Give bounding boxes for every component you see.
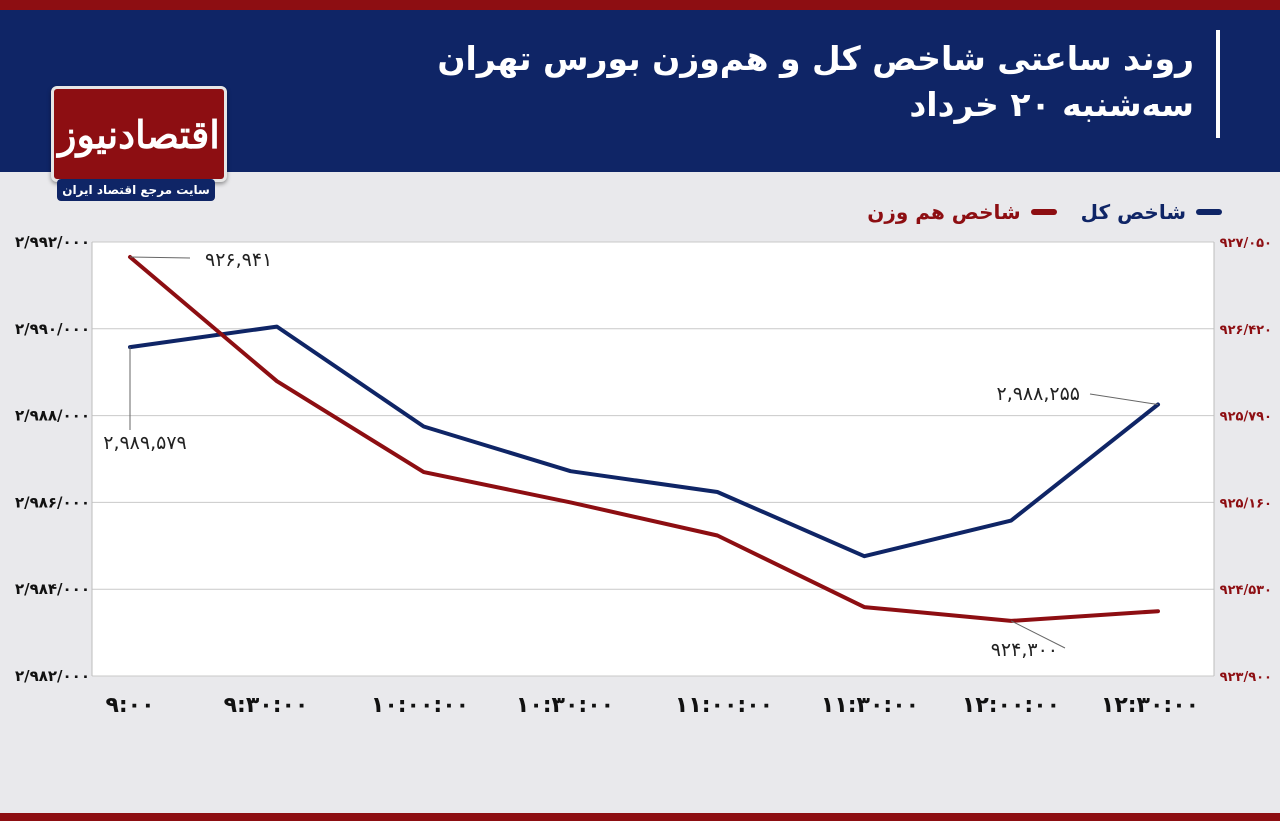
x-tick-label: ۹:۳۰:۰۰: [224, 693, 309, 718]
annotation-leader: [1010, 620, 1066, 649]
plot-area: [92, 242, 1214, 676]
title-block: روند ساعتی شاخص کل و هم‌وزن بورس تهران س…: [437, 36, 1194, 128]
chart-legend: شاخص کل شاخص هم وزن: [867, 200, 1222, 224]
legend-swatch-equal-weight: [1030, 209, 1057, 215]
y-right-tick-label: ۹۲۴/۵۳۰: [1220, 583, 1272, 598]
x-tick-label: ۱۲:۳۰:۰۰: [1101, 693, 1199, 718]
page-subtitle: سه‌شنبه ۲۰ خرداد: [909, 85, 1194, 124]
y-axis-right: ۹۲۳/۹۰۰ ۹۲۴/۵۳۰ ۹۲۵/۱۶۰ ۹۲۵/۷۹۰ ۹۲۶/۴۲۰ ۹۲۷/۰…: [1220, 236, 1272, 685]
annotations: ۹۲۶,۹۴۱ ۲,۹۸۹,۵۷۹ ۲,۹۸۸,۲۵۵ ۹۲۴,۳۰۰: [103, 249, 1159, 661]
series-line-1: [128, 255, 1160, 623]
x-tick-label: ۱۲:۰۰:۰۰: [962, 693, 1060, 718]
y-left-tick-label: ۲/۹۸۲/۰۰۰: [15, 667, 90, 685]
legend-label-equal-weight: شاخص هم وزن: [867, 200, 1021, 224]
brand-tagline: سایت مرجع اقتصاد ایران: [57, 179, 215, 201]
series-lines: [128, 255, 1160, 623]
y-right-tick-label: ۹۲۵/۷۹۰: [1220, 410, 1272, 425]
annotation-label: ۹۲۴,۳۰۰: [991, 639, 1058, 661]
x-tick-label: ۱۰:۳۰:۰۰: [516, 693, 614, 718]
x-tick-label: ۱۱:۰۰:۰۰: [675, 693, 773, 718]
annotation-label: ۹۲۶,۹۴۱: [205, 249, 272, 271]
y-axis-left: ۲/۹۸۲/۰۰۰ ۲/۹۸۴/۰۰۰ ۲/۹۸۶/۰۰۰ ۲/۹۸۸/۰۰۰ ۲/۹۹…: [15, 233, 90, 685]
y-left-tick-label: ۲/۹۸۴/۰۰۰: [15, 580, 90, 598]
x-tick-label: ۱۱:۳۰:۰۰: [821, 693, 919, 718]
legend-item-total: شاخص کل: [1081, 200, 1222, 224]
y-right-tick-label: ۹۲۶/۴۲۰: [1220, 323, 1272, 338]
annotation-label: ۲,۹۸۹,۵۷۹: [103, 432, 187, 454]
x-axis: ۹:۰۰ ۹:۳۰:۰۰ ۱۰:۰۰:۰۰ ۱۰:۳۰:۰۰ ۱۱:۰۰:۰۰ ۱۱:۳۰…: [105, 693, 1199, 718]
legend-item-equal-weight: شاخص هم وزن: [867, 200, 1057, 224]
y-right-tick-label: ۹۲۷/۰۵۰: [1220, 236, 1272, 251]
legend-label-total: شاخص کل: [1080, 200, 1186, 224]
series-line-0: [128, 324, 1160, 559]
bottom-accent-strip: [0, 813, 1280, 821]
y-right-tick-label: ۹۲۳/۹۰۰: [1220, 670, 1272, 685]
x-tick-label: ۱۰:۰۰:۰۰: [371, 693, 469, 718]
annotation-leader: [129, 256, 191, 259]
y-left-tick-label: ۲/۹۸۶/۰۰۰: [15, 493, 90, 511]
y-left-tick-label: ۲/۹۹۲/۰۰۰: [15, 233, 90, 251]
legend-swatch-total: [1196, 209, 1222, 215]
brand-logo: اقتصادنیوز: [51, 86, 227, 182]
page-title: روند ساعتی شاخص کل و هم‌وزن بورس تهران: [437, 39, 1194, 78]
y-right-tick-label: ۹۲۵/۱۶۰: [1220, 496, 1272, 511]
annotation-label: ۲,۹۸۸,۲۵۵: [996, 383, 1080, 405]
brand-logo-text: اقتصادنیوز: [58, 111, 220, 157]
top-accent-strip: [0, 0, 1280, 10]
y-left-tick-label: ۲/۹۹۰/۰۰۰: [15, 320, 90, 338]
annotation-leader: [1089, 393, 1159, 406]
x-tick-label: ۹:۰۰: [105, 693, 154, 718]
title-divider-bar: [1216, 30, 1220, 138]
y-left-tick-label: ۲/۹۸۸/۰۰۰: [15, 407, 90, 425]
